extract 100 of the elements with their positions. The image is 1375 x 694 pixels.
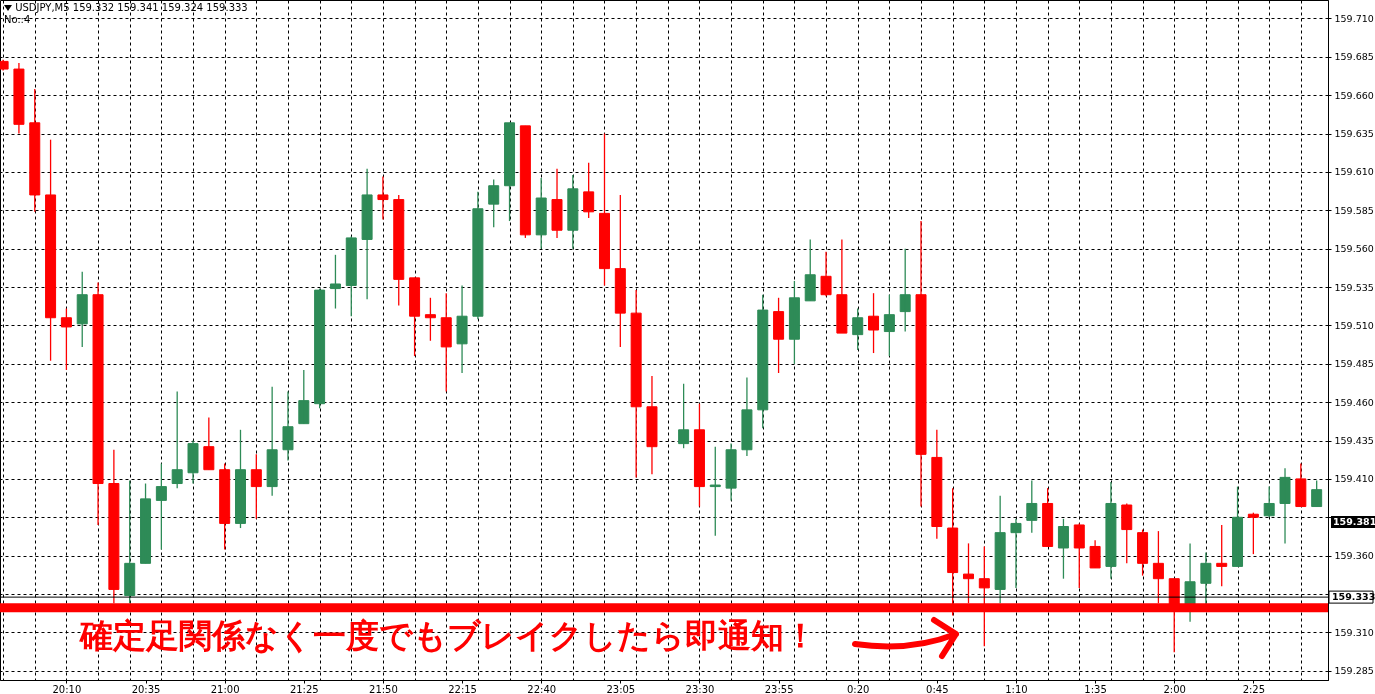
candlestick <box>29 88 41 213</box>
x-tick-label: 21:00 <box>210 683 240 694</box>
candlestick <box>836 238 848 334</box>
candlestick <box>314 287 326 409</box>
candlestick <box>1247 512 1259 555</box>
x-tick-label: 0:20 <box>846 683 870 694</box>
x-tick-label: 1:10 <box>1005 683 1028 694</box>
candlestick <box>1137 528 1149 577</box>
y-tick-label: 159.460 <box>1334 396 1374 408</box>
y-tick-label: 159.660 <box>1334 89 1374 101</box>
x-tick-label: 2:25 <box>1242 683 1266 694</box>
candlestick <box>614 194 626 348</box>
y-tick-label: 159.585 <box>1334 204 1374 216</box>
y-tick-label: 159.485 <box>1334 358 1374 370</box>
chart-title: USDJPY,M5 159.332 159.341 159.324 159.333 <box>15 2 248 13</box>
candlestick <box>1121 502 1133 564</box>
y-tick-label: 159.285 <box>1334 665 1374 677</box>
candlestick <box>931 429 943 540</box>
candlestick <box>994 495 1006 604</box>
candlestick <box>76 271 88 348</box>
candlestick <box>678 383 690 449</box>
candlestick <box>868 292 880 354</box>
candlestick <box>583 162 595 219</box>
candlestick <box>1105 481 1117 580</box>
candlestick <box>155 462 167 551</box>
candlestick <box>282 390 294 462</box>
y-tick-label: 159.535 <box>1334 281 1374 293</box>
x-tick-label: 22:15 <box>448 683 477 694</box>
candlestick <box>725 442 737 502</box>
candlestick <box>1216 524 1228 588</box>
text: 159.381 <box>1331 516 1375 528</box>
candlestick <box>440 292 452 393</box>
y-tick-label: 159.635 <box>1334 128 1374 140</box>
candlestick <box>535 177 547 250</box>
candlestick <box>187 439 199 485</box>
candlestick <box>899 248 911 333</box>
y-tick-label: 159.685 <box>1334 51 1374 63</box>
x-tick-label: 23:30 <box>685 683 715 694</box>
candlestick <box>757 294 769 429</box>
y-tick-label: 159.360 <box>1334 550 1374 562</box>
y-tick-label: 159.710 <box>1334 12 1374 24</box>
candlestick <box>598 132 610 287</box>
candlestick <box>1311 479 1323 508</box>
candlestick <box>13 62 25 135</box>
candlestick <box>345 235 357 317</box>
x-tick-label: 23:55 <box>764 683 794 694</box>
ref-line-label: 159.333 <box>1332 591 1375 603</box>
candlestick <box>266 386 278 497</box>
x-tick-label: 20:10 <box>52 683 82 694</box>
candlestick <box>377 175 389 221</box>
y-tick-label: 159.610 <box>1334 166 1374 178</box>
x-tick-label: 22:40 <box>527 683 557 694</box>
candlestick <box>298 369 310 425</box>
candlestick <box>630 289 642 479</box>
x-tick-label: 21:25 <box>289 683 319 694</box>
candlestick <box>140 482 152 564</box>
candlestick <box>409 277 421 357</box>
candlestick <box>45 139 57 362</box>
candlestick <box>519 125 531 239</box>
candlestick <box>693 403 705 508</box>
y-tick-label: 159.310 <box>1334 626 1374 638</box>
candlestick <box>1200 551 1212 606</box>
candlestick <box>1026 479 1038 534</box>
x-tick-label: 21:50 <box>369 683 398 694</box>
y-tick-label: 159.560 <box>1334 243 1374 255</box>
candlestick <box>60 307 72 371</box>
y-tick-label: 159.510 <box>1334 319 1374 331</box>
candlestick <box>329 254 341 310</box>
candlestick <box>393 194 405 307</box>
candlestick <box>1042 487 1054 548</box>
candlestick <box>250 453 262 520</box>
candlestick <box>567 174 579 250</box>
candlestick <box>124 479 136 604</box>
candlestick <box>1073 522 1085 589</box>
candlestick <box>203 416 215 471</box>
candlestick <box>709 446 721 537</box>
x-tick-label: 0:45 <box>926 683 949 694</box>
candlestick <box>883 294 895 357</box>
x-tick-label: 2:00 <box>1163 683 1186 694</box>
x-tick-label: 23:05 <box>606 683 636 694</box>
candlestick <box>804 238 816 302</box>
candlestick <box>424 297 436 342</box>
candlestick <box>171 390 183 489</box>
candlestick <box>234 429 246 529</box>
candlestick <box>1279 467 1291 545</box>
candlestick <box>472 191 484 320</box>
candlestick <box>1010 518 1022 589</box>
candlestick <box>788 280 800 365</box>
y-tick-label: 159.410 <box>1334 473 1374 485</box>
candlestick <box>1295 462 1307 508</box>
annotation: 確定足関係なく一度でもブレイクしたら即通知！ <box>80 616 817 656</box>
candlestick <box>852 307 864 351</box>
x-tick-label: 1:35 <box>1084 683 1107 694</box>
candlestick <box>646 375 658 475</box>
candlestick <box>741 376 753 457</box>
x-tick-label: 20:35 <box>131 683 161 694</box>
candlestick <box>488 178 500 228</box>
candlestick <box>504 122 516 222</box>
candlestick <box>551 168 563 239</box>
y-tick-label: 159.435 <box>1334 435 1374 447</box>
